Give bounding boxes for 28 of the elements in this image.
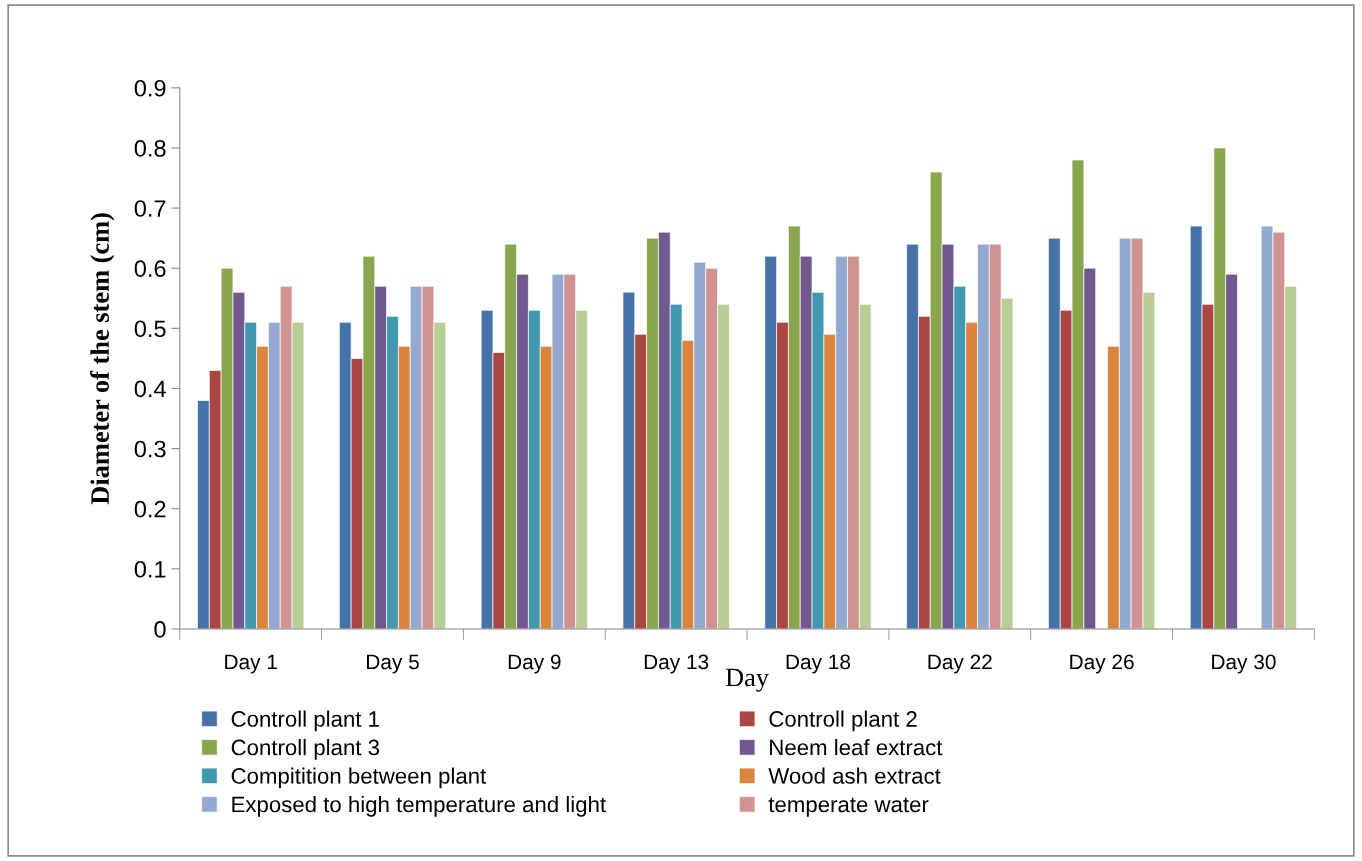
legend-label: Controll plant 3: [231, 739, 380, 760]
x-tick-label: Day 18: [786, 654, 851, 674]
x-tick-label: Day 5: [367, 654, 419, 674]
y-tick-label: 0.2: [134, 500, 166, 518]
y-axis-title: Diameter of the stem (cm): [90, 213, 115, 505]
y-tick-label: 0.8: [134, 140, 166, 157]
legend-label: temperate water: [768, 797, 929, 817]
x-axis-title: Day: [725, 668, 769, 692]
legend-label: Neem leaf extract: [770, 739, 943, 756]
y-tick-label: 0: [154, 621, 166, 638]
x-tick-label: Day 13: [644, 654, 709, 674]
y-tick-label: 0.5: [134, 320, 166, 338]
y-tick-label: 0.7: [134, 200, 166, 217]
x-tick-label: Day 30: [1212, 654, 1276, 674]
legend-label: Compitition between plant: [231, 767, 487, 789]
legend-label: Controll plant 2: [769, 710, 917, 732]
y-tick-label: 0.1: [134, 560, 166, 578]
x-tick-label: Day 1: [225, 654, 277, 674]
y-tick-label: 0.4: [134, 380, 166, 398]
legend-label: Wood ash extract: [768, 767, 941, 784]
legend-label: Exposed to high temperature and light: [232, 796, 606, 817]
x-tick-label: Day 26: [1070, 654, 1134, 674]
y-tick-label: 0.6: [134, 260, 166, 277]
y-tick-label: 0.3: [134, 440, 166, 458]
x-tick-label: Day 22: [928, 654, 992, 674]
y-tick-label: 0.9: [134, 79, 166, 97]
x-tick-label: Day 9: [508, 654, 561, 674]
legend-label: Controll plant 1: [231, 710, 379, 732]
